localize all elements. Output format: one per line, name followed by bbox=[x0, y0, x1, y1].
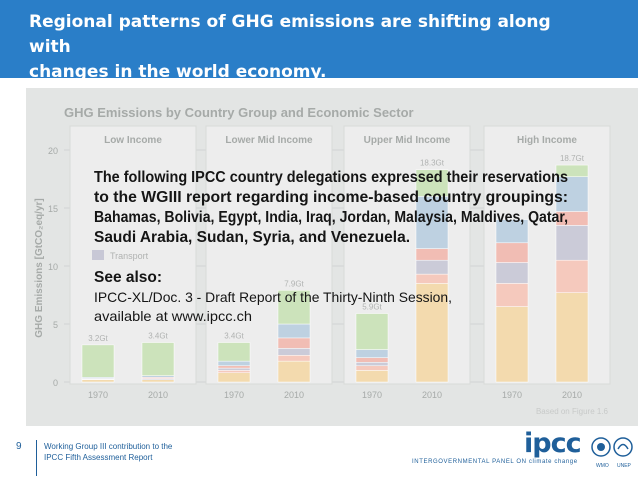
unep-seal-leaf-icon bbox=[617, 443, 629, 450]
bar-segment-energy bbox=[141, 379, 175, 383]
bar-segment-other bbox=[277, 290, 311, 325]
source-note: Based on Figure 1.6 bbox=[536, 407, 609, 416]
overlay-line-3: Bahamas, Bolivia, Egypt, India, Iraq, Jo… bbox=[94, 209, 568, 226]
chart-title: GHG Emissions by Country Group and Econo… bbox=[64, 105, 414, 120]
panel-1 bbox=[205, 125, 333, 385]
bar-total-label: 3.4Gt bbox=[148, 332, 168, 341]
bar-segment-other bbox=[415, 169, 449, 197]
bar-segment-afolu bbox=[415, 273, 449, 284]
x-tick-label: 2010 bbox=[284, 390, 304, 400]
bar-segment-afolu bbox=[495, 283, 529, 307]
bar-segment-industry bbox=[355, 349, 389, 358]
x-tick-label: 1970 bbox=[502, 390, 522, 400]
bar-segment-industry bbox=[555, 176, 589, 212]
x-tick-label: 2010 bbox=[422, 390, 442, 400]
bar-segment-industry bbox=[277, 323, 311, 339]
bar-segment-afolu bbox=[277, 355, 311, 362]
reference-line-2: available at www.ipcc.ch bbox=[94, 308, 252, 324]
bar-segment-buildings bbox=[355, 357, 389, 363]
x-tick-label: 1970 bbox=[362, 390, 382, 400]
bar-segment-buildings bbox=[415, 248, 449, 261]
wmo-seal-icon bbox=[591, 437, 611, 457]
bar-segment-other bbox=[141, 342, 175, 376]
bar-segment-other bbox=[355, 313, 389, 350]
bar-segment-other bbox=[217, 342, 251, 362]
slide-title: Regional patterns of GHG emissions are s… bbox=[29, 10, 589, 85]
bar-segment-energy bbox=[355, 370, 389, 383]
bar-segment-energy bbox=[217, 372, 251, 383]
x-tick-label: 1970 bbox=[224, 390, 244, 400]
footer-text: Working Group III contribution to the IP… bbox=[44, 441, 204, 463]
unep-seal-icon bbox=[613, 437, 633, 457]
bar-segment-industry bbox=[495, 219, 529, 244]
reference-line-1: IPCC-XL/Doc. 3 - Draft Report of the Thi… bbox=[94, 289, 452, 305]
panel-0 bbox=[69, 125, 197, 385]
y-axis-label: GHG Emissions [GtCO₂eq/yr] bbox=[34, 198, 45, 337]
unep-label: UNEP bbox=[617, 463, 631, 469]
bar-segment-transport bbox=[555, 225, 589, 261]
bar-segment-industry bbox=[141, 375, 175, 378]
y-tick-label: 15 bbox=[48, 204, 58, 214]
bar-segment-transport bbox=[355, 362, 389, 367]
ipcc-logo-wordmark: ipcc bbox=[524, 428, 582, 459]
y-tick-label: 20 bbox=[48, 146, 58, 156]
bar-total-label: 18.7Gt bbox=[560, 154, 585, 163]
y-tick-label: 10 bbox=[48, 262, 58, 272]
slide-title-line-1: Regional patterns of GHG emissions are s… bbox=[29, 12, 551, 57]
group-label: Lower Mid Income bbox=[225, 135, 313, 146]
footer-line-2: IPCC Fifth Assessment Report bbox=[44, 453, 153, 462]
bar-total-label: 18.3Gt bbox=[420, 159, 445, 168]
y-tick-label: 0 bbox=[53, 378, 58, 388]
bar-segment-buildings bbox=[217, 365, 251, 369]
bar-segment-transport bbox=[415, 259, 449, 275]
organization-seals bbox=[591, 437, 633, 457]
x-tick-label: 1970 bbox=[88, 390, 108, 400]
bar-total-label: 3.2Gt bbox=[88, 334, 108, 343]
bar-segment-energy bbox=[495, 306, 529, 383]
overlay-line-2: to the WGIII report regarding income-bas… bbox=[94, 189, 568, 206]
bar-segment-other bbox=[81, 344, 115, 378]
page-number: 9 bbox=[16, 441, 22, 452]
bar-segment-transport bbox=[277, 348, 311, 356]
bar-segment-transport bbox=[495, 262, 529, 284]
x-tick-label: 2010 bbox=[562, 390, 582, 400]
footer-divider bbox=[36, 440, 37, 476]
y-tick-label: 5 bbox=[53, 320, 58, 330]
bar-segment-buildings bbox=[277, 337, 311, 349]
overlay-line-4: Saudi Arabia, Sudan, Syria, and Venezuel… bbox=[94, 229, 410, 246]
bar-segment-buildings bbox=[495, 242, 529, 263]
group-label: Low Income bbox=[104, 135, 162, 146]
footer-line-1: Working Group III contribution to the bbox=[44, 442, 173, 451]
bar-segment-energy bbox=[277, 360, 311, 383]
bar-segment-industry bbox=[217, 360, 251, 367]
x-tick-label: 2010 bbox=[148, 390, 168, 400]
bar-total-label: 5.9Gt bbox=[362, 303, 382, 312]
wmo-label: WMO bbox=[596, 463, 609, 469]
overlay-line-1: The following IPCC country delegations e… bbox=[94, 169, 568, 186]
see-also-heading: See also: bbox=[94, 269, 162, 286]
slide-title-line-2: changes in the world economy. bbox=[29, 62, 327, 82]
bar-segment-afolu bbox=[217, 370, 251, 373]
bar-segment-afolu bbox=[555, 259, 589, 293]
wmo-seal-center-icon bbox=[597, 443, 605, 451]
bar-segment-energy bbox=[81, 379, 115, 383]
legend-swatch-transport bbox=[92, 250, 104, 260]
bar-segment-afolu bbox=[355, 365, 389, 371]
bar-segment-energy bbox=[555, 292, 589, 383]
bar-segment-energy bbox=[415, 283, 449, 383]
bar-total-label: 3.4Gt bbox=[224, 332, 244, 341]
legend-label-transport: Transport bbox=[110, 251, 149, 261]
bar-total-label: 7.9Gt bbox=[284, 279, 304, 288]
bar-segment-other bbox=[555, 164, 589, 177]
ipcc-logo-tagline: INTERGOVERNMENTAL PANEL ON climate chang… bbox=[412, 459, 578, 465]
bar-segment-industry bbox=[415, 196, 449, 249]
slide-header: Regional patterns of GHG emissions are s… bbox=[0, 0, 638, 82]
group-label: High Income bbox=[517, 135, 577, 146]
group-label: Upper Mid Income bbox=[364, 135, 451, 146]
bar-segment-transport bbox=[217, 367, 251, 371]
